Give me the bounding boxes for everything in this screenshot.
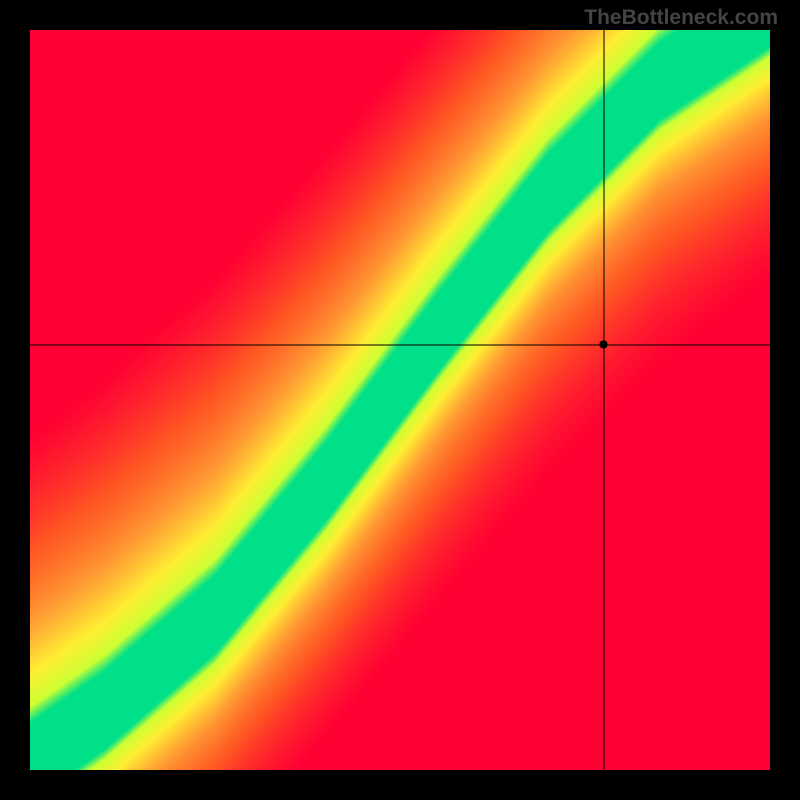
watermark-text: TheBottleneck.com: [584, 6, 778, 30]
bottleneck-heatmap: TheBottleneck.com: [0, 0, 800, 800]
heatmap-canvas: [0, 0, 800, 800]
